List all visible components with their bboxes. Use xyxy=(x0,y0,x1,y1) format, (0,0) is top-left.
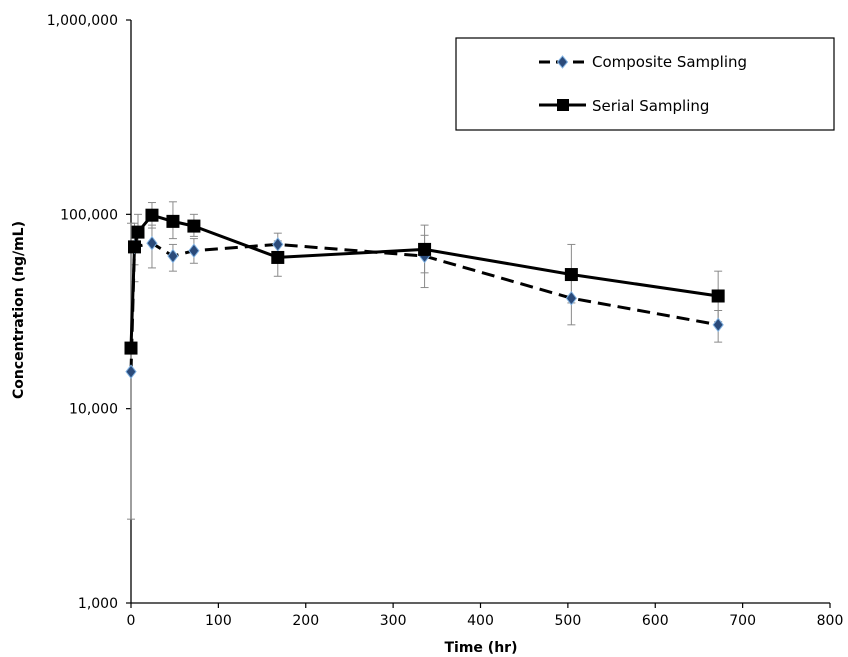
y-tick-label: 1,000 xyxy=(78,596,118,612)
data-point-serial xyxy=(564,268,578,282)
legend-marker-composite xyxy=(556,55,569,69)
data-point-serial xyxy=(131,225,145,239)
y-tick-label: 10,000 xyxy=(69,402,118,418)
data-point-serial xyxy=(711,289,725,303)
data-point-composite xyxy=(272,237,284,252)
x-tick-label: 0 xyxy=(127,613,136,629)
x-axis-title: Time (hr) xyxy=(445,640,518,656)
series-markers xyxy=(124,208,725,379)
x-tick-label: 500 xyxy=(555,613,582,629)
data-point-serial xyxy=(145,208,159,222)
series-line-serial xyxy=(129,213,719,349)
data-point-serial xyxy=(127,240,141,254)
y-tick-label: 1,000,000 xyxy=(47,13,118,29)
data-point-composite xyxy=(125,364,137,379)
data-point-composite xyxy=(712,317,724,333)
data-point-serial xyxy=(187,219,201,233)
legend-label-serial: Serial Sampling xyxy=(592,97,709,115)
x-tick-label: 600 xyxy=(642,613,669,629)
legend-marker-serial xyxy=(557,99,569,111)
data-point-composite xyxy=(146,235,158,251)
y-axis-title: Concentration (ng/mL) xyxy=(11,221,27,399)
data-point-serial xyxy=(271,250,285,264)
x-tick-label: 300 xyxy=(380,613,407,629)
x-tick-label: 700 xyxy=(729,613,756,629)
data-point-composite xyxy=(188,243,200,259)
x-tick-label: 100 xyxy=(205,613,232,629)
legend-box xyxy=(455,37,835,131)
x-tick-label: 800 xyxy=(817,613,844,629)
y-tick-label: 100,000 xyxy=(60,207,118,223)
data-point-serial xyxy=(166,214,180,228)
data-point-serial xyxy=(124,341,138,355)
legend-label-composite: Composite Sampling xyxy=(592,53,747,71)
data-point-serial xyxy=(418,242,432,256)
x-tick-label: 200 xyxy=(292,613,319,629)
data-point-composite xyxy=(565,290,578,306)
tick-labels: 0 100 200 300 400 500 600 700 800 1,000 10,000 100,… xyxy=(47,13,844,629)
data-point-composite xyxy=(167,248,179,264)
x-tick-label: 400 xyxy=(467,613,494,629)
legend: Composite Sampling Serial Sampling xyxy=(455,37,835,131)
